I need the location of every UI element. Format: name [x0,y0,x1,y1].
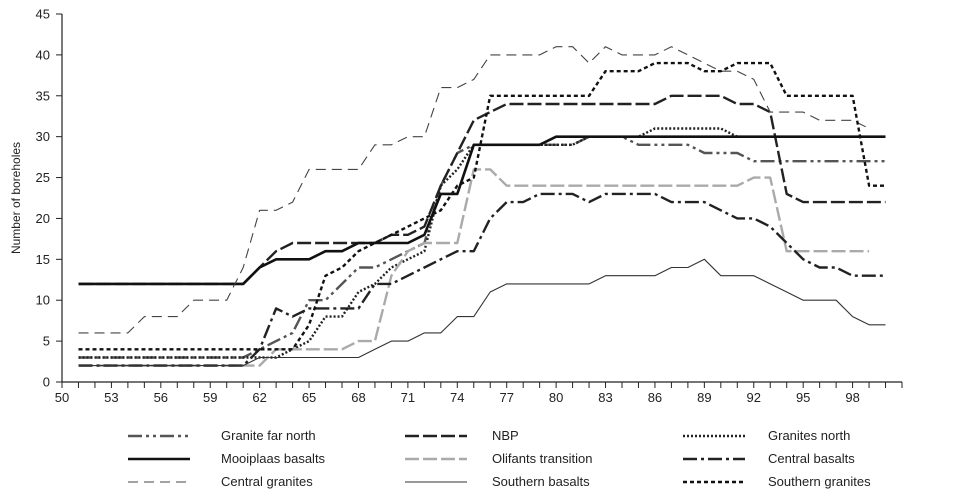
x-tick-label: 98 [845,390,859,405]
legend-label: Granite far north [221,428,316,443]
y-axis-ticks: 0 5 10 15 20 25 30 35 40 45 [36,7,62,390]
series-line-granites-north [78,127,886,359]
series-line-mooiplaas-basalts [78,135,886,286]
x-tick-label: 68 [351,390,365,405]
legend-label: NBP [492,428,519,443]
x-tick-label: 92 [747,390,761,405]
y-tick-label: 20 [36,211,50,226]
x-tick-label: 86 [648,390,662,405]
y-tick-label: 45 [36,7,50,22]
series-lines [78,46,886,367]
y-tick-label: 40 [36,47,50,62]
x-tick-label: 53 [104,390,118,405]
x-tick-label: 95 [796,390,810,405]
x-tick-label: 77 [499,390,513,405]
series-line-central-granites [78,46,870,334]
y-tick-label: 5 [43,334,50,349]
y-axis-title: Number of boreholes [9,142,23,254]
x-tick-label: 59 [203,390,217,405]
series-line-olifants-transition [78,168,870,367]
x-tick-label: 56 [154,390,168,405]
x-tick-label: 50 [55,390,69,405]
legend-label: Granites north [768,428,850,443]
legend-label: Central granites [221,474,313,489]
plot-area: 0 5 10 15 20 25 30 35 40 45 50 53 56 59 62 65 68 71 74 77 8… [36,7,903,405]
x-tick-label: 62 [252,390,266,405]
y-tick-label: 25 [36,170,50,185]
legend-label: Olifants transition [492,451,592,466]
legend-label: Mooiplaas basalts [221,451,326,466]
legend: Granite far north NBP Granites north Mooipl… [128,428,871,489]
y-tick-label: 15 [36,252,50,267]
series-line-central-basalts [78,192,886,367]
x-tick-label: 71 [401,390,415,405]
y-tick-label: 30 [36,129,50,144]
legend-label: Southern granites [768,474,871,489]
legend-label: Southern basalts [492,474,590,489]
y-tick-label: 35 [36,88,50,103]
legend-label: Central basalts [768,451,855,466]
series-line-nbp [78,94,886,286]
series-line-southern-granites [78,61,886,351]
x-axis-ticks: 50 53 56 59 62 65 68 71 74 77 80 83 86 89 92 95 98 [55,382,903,405]
x-tick-label: 89 [697,390,711,405]
y-tick-label: 0 [43,375,50,390]
y-tick-label: 10 [36,293,50,308]
series-line-southern-basalts [78,258,886,367]
x-tick-label: 83 [598,390,612,405]
series-line-granite-far-north [78,135,886,359]
x-tick-label: 74 [450,390,464,405]
x-tick-label: 65 [302,390,316,405]
x-tick-label: 80 [549,390,563,405]
